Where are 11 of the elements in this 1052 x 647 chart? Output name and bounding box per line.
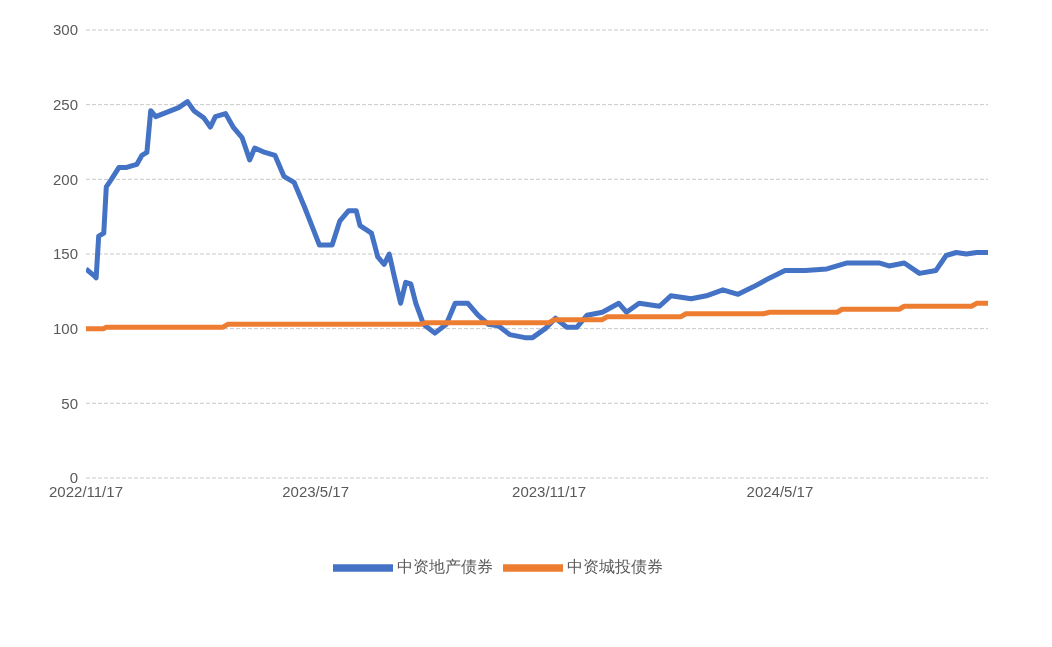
legend-label: 中资城投债券: [567, 558, 663, 576]
y-tick-label: 300: [52, 21, 78, 39]
y-tick-label: 150: [52, 245, 78, 263]
x-tick-label: 2023/5/17: [282, 482, 349, 500]
legend-label: 中资地产债券: [397, 558, 493, 576]
y-tick-label: 250: [52, 95, 78, 113]
y-tick-label: 50: [61, 394, 78, 412]
y-tick-label: 100: [52, 319, 78, 337]
x-tick-label: 2023/11/17: [512, 482, 587, 500]
y-tick-label: 200: [52, 170, 78, 188]
x-tick-label: 2024/5/17: [746, 482, 814, 500]
